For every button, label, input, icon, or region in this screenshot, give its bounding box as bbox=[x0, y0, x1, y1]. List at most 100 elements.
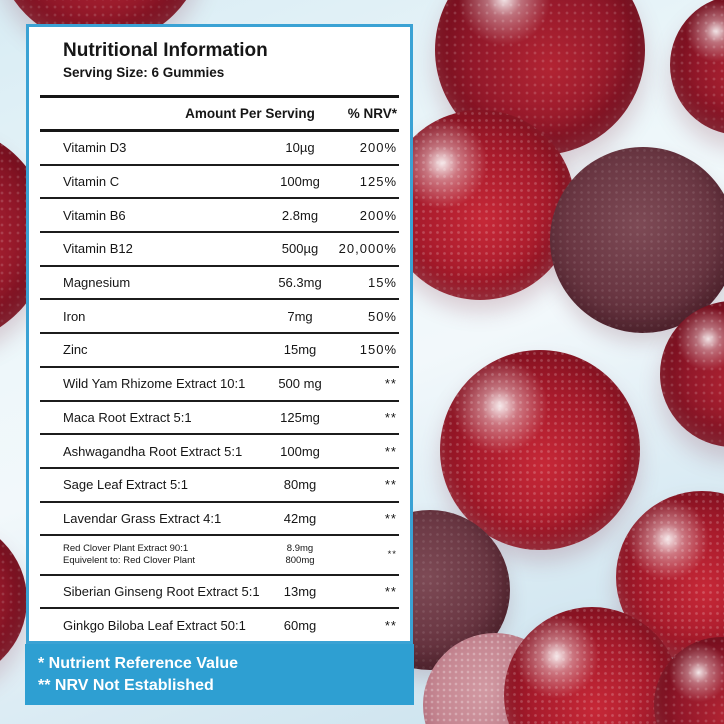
ingredient-name-line2: Equivelent to: Red Clover Plant bbox=[63, 554, 196, 566]
gummy-image bbox=[550, 147, 724, 333]
ingredient-amount-line1: 80mg bbox=[283, 477, 317, 493]
ingredient-name-line1: Vitamin D3 bbox=[63, 140, 127, 156]
table-row: Ashwagandha Root Extract 5:1 100mg ** bbox=[40, 435, 399, 469]
ingredient-name-line1: Zinc bbox=[63, 342, 88, 358]
ingredient-amount-line1: 7mg bbox=[287, 308, 313, 324]
ingredient-nrv: ** bbox=[384, 583, 397, 599]
ingredient-amount-line1: 15mg bbox=[283, 342, 317, 358]
ingredient-nrv: ** bbox=[384, 376, 397, 392]
ingredient-name: Vitamin C bbox=[63, 174, 265, 189]
ingredient-amount-line1: 8.9mg bbox=[286, 542, 314, 554]
ingredient-name: Siberian Ginseng Root Extract 5:1 bbox=[63, 584, 265, 599]
ingredient-name-line1: Maca Root Extract 5:1 bbox=[63, 409, 192, 425]
table-row: Ginkgo Biloba Leaf Extract 50:1 60mg ** bbox=[40, 609, 399, 641]
ingredient-amount: 10µg bbox=[265, 140, 335, 155]
gummy-image bbox=[670, 0, 724, 135]
ingredient-amount: 2.8mg bbox=[265, 208, 335, 223]
ingredient-nrv: ** bbox=[384, 443, 397, 459]
footnote-established: ** NRV Not Established bbox=[38, 677, 214, 694]
ingredient-amount: 13mg bbox=[265, 584, 335, 599]
ingredient-nrv: 50% bbox=[367, 308, 397, 324]
ingredient-name: Red Clover Plant Extract 90:1 Equivelent … bbox=[63, 543, 265, 567]
nutrition-table: Vitamin D3 10µg 200% Vitamin C 100mg 125% Vita… bbox=[40, 132, 399, 641]
ingredient-name-line1: Iron bbox=[63, 308, 86, 324]
ingredient-name-line1: Sage Leaf Extract 5:1 bbox=[63, 477, 189, 493]
ingredient-name: Vitamin B6 bbox=[63, 208, 265, 223]
nutrition-panel-content: Nutritional Information Serving Size: 6 … bbox=[40, 27, 399, 641]
table-row: Zinc 15mg 150% bbox=[40, 334, 399, 368]
ingredient-nrv: 20,000% bbox=[338, 241, 397, 257]
column-header-nrv: % NRV* bbox=[347, 106, 397, 121]
ingredient-name-line1: Magnesium bbox=[63, 275, 131, 291]
ingredient-name: Iron bbox=[63, 309, 265, 324]
table-row: Magnesium 56.3mg 15% bbox=[40, 267, 399, 301]
ingredient-amount: 15mg bbox=[265, 342, 335, 357]
ingredient-name-line1: Red Clover Plant Extract 90:1 bbox=[63, 542, 189, 554]
footnotes-band: * Nutrient Reference Value ** NRV Not Es… bbox=[25, 644, 414, 705]
table-row: Sage Leaf Extract 5:1 80mg ** bbox=[40, 469, 399, 503]
table-row: Iron 7mg 50% bbox=[40, 300, 399, 335]
ingredient-amount-line1: 500µg bbox=[281, 241, 319, 257]
ingredient-amount: 500 mg bbox=[265, 376, 335, 391]
ingredient-nrv: ** bbox=[387, 548, 397, 560]
table-row: Vitamin C 100mg 125% bbox=[40, 166, 399, 200]
ingredient-amount: 56.3mg bbox=[265, 275, 335, 290]
ingredient-amount: 500µg bbox=[265, 241, 335, 256]
ingredient-name: Vitamin D3 bbox=[63, 140, 265, 155]
serving-size: Serving Size: 6 Gummies bbox=[63, 65, 225, 80]
ingredient-amount: 100mg bbox=[265, 444, 335, 459]
ingredient-name: Magnesium bbox=[63, 275, 265, 290]
ingredient-amount: 125mg bbox=[265, 410, 335, 425]
panel-header: Nutritional Information Serving Size: 6 … bbox=[40, 27, 399, 82]
ingredient-nrv: ** bbox=[384, 617, 397, 633]
ingredient-name: Sage Leaf Extract 5:1 bbox=[63, 477, 265, 492]
ingredient-name: Lavendar Grass Extract 4:1 bbox=[63, 511, 265, 526]
table-row: Siberian Ginseng Root Extract 5:1 13mg ** bbox=[40, 576, 399, 610]
ingredient-amount-line1: 500 mg bbox=[278, 376, 322, 392]
ingredient-nrv: ** bbox=[384, 510, 397, 526]
ingredient-amount-line2: 800mg bbox=[285, 554, 315, 566]
ingredient-amount-line1: 10µg bbox=[285, 140, 315, 156]
ingredient-name-line1: Siberian Ginseng Root Extract 5:1 bbox=[63, 583, 260, 599]
ingredient-name: Maca Root Extract 5:1 bbox=[63, 410, 265, 425]
table-row: Red Clover Plant Extract 90:1 Equivelent … bbox=[40, 536, 399, 576]
gummy-image bbox=[385, 110, 575, 300]
ingredient-name-line1: Vitamin B12 bbox=[63, 241, 133, 257]
ingredient-amount: 7mg bbox=[265, 309, 335, 324]
nutrition-panel: Nutritional Information Serving Size: 6 … bbox=[26, 24, 413, 644]
panel-title: Nutritional Information bbox=[63, 40, 268, 61]
table-row: Wild Yam Rhizome Extract 10:1 500 mg ** bbox=[40, 368, 399, 402]
ingredient-name-line1: Vitamin B6 bbox=[63, 207, 126, 223]
ingredient-name-line1: Lavendar Grass Extract 4:1 bbox=[63, 510, 222, 526]
table-row: Vitamin B12 500µg 20,000% bbox=[40, 233, 399, 267]
table-row: Vitamin B6 2.8mg 200% bbox=[40, 199, 399, 234]
ingredient-name-line1: Wild Yam Rhizome Extract 10:1 bbox=[63, 376, 246, 392]
ingredient-amount: 60mg bbox=[265, 618, 335, 633]
footnote-nrv: * Nutrient Reference Value bbox=[38, 655, 239, 672]
table-header: Amount Per Serving % NRV* bbox=[40, 98, 399, 132]
divider bbox=[40, 95, 399, 98]
table-row: Maca Root Extract 5:1 125mg ** bbox=[40, 402, 399, 436]
ingredient-name: Vitamin B12 bbox=[63, 241, 265, 256]
ingredient-nrv: 150% bbox=[359, 342, 397, 358]
ingredient-amount-line1: 42mg bbox=[283, 510, 317, 526]
ingredient-amount-line1: 100mg bbox=[280, 174, 320, 190]
ingredient-nrv: 200% bbox=[359, 140, 397, 156]
gummy-image bbox=[440, 350, 640, 550]
ingredient-amount: 42mg bbox=[265, 511, 335, 526]
ingredient-amount-line1: 60mg bbox=[283, 617, 317, 633]
ingredient-nrv: 15% bbox=[367, 275, 397, 291]
ingredient-nrv: ** bbox=[384, 409, 397, 425]
gummy-image bbox=[0, 518, 27, 682]
ingredient-amount-line1: 100mg bbox=[280, 443, 320, 459]
ingredient-name: Wild Yam Rhizome Extract 10:1 bbox=[63, 376, 265, 391]
ingredient-name: Ginkgo Biloba Leaf Extract 50:1 bbox=[63, 618, 265, 633]
ingredient-name: Ashwagandha Root Extract 5:1 bbox=[63, 444, 265, 459]
ingredient-nrv: 200% bbox=[359, 207, 397, 223]
ingredient-amount-line1: 56.3mg bbox=[278, 275, 322, 291]
ingredient-name-line1: Ginkgo Biloba Leaf Extract 50:1 bbox=[63, 617, 246, 633]
ingredient-name: Zinc bbox=[63, 342, 265, 357]
ingredient-amount: 8.9mg 800mg bbox=[265, 543, 335, 567]
column-header-amount: Amount Per Serving bbox=[185, 106, 315, 121]
